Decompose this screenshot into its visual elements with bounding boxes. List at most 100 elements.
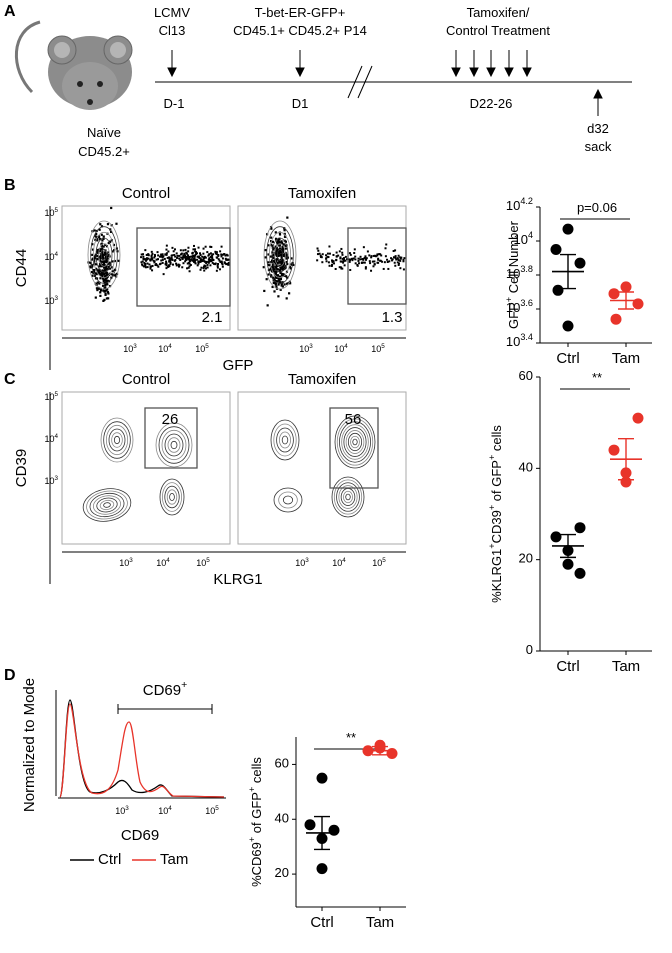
event-dot — [287, 282, 290, 285]
event-dot — [394, 264, 397, 267]
event-dot — [187, 246, 190, 249]
event-dot — [370, 269, 373, 272]
event-dot — [272, 256, 275, 259]
event-dot — [179, 253, 182, 256]
contour — [345, 493, 351, 501]
event-dot — [147, 254, 150, 257]
contour — [164, 485, 180, 509]
contour — [271, 237, 289, 273]
event-dot — [192, 255, 195, 258]
event-dot — [341, 257, 344, 260]
event-dot — [376, 253, 379, 256]
event-dot — [275, 285, 278, 288]
event-dot — [276, 274, 280, 277]
x-tick-label: 105 — [372, 557, 386, 568]
event-dot — [283, 253, 286, 256]
data-point — [550, 531, 562, 543]
event-dot — [153, 253, 156, 256]
event-dot — [267, 244, 270, 247]
event-dot — [395, 258, 398, 261]
event-dot — [98, 236, 101, 239]
event-dot — [319, 255, 322, 258]
event-dot — [102, 273, 106, 276]
event-dot — [343, 258, 346, 261]
event-dot — [285, 257, 288, 260]
event-dot — [271, 244, 274, 247]
event-dot — [278, 237, 281, 241]
event-dot — [402, 268, 405, 271]
event-dot — [224, 254, 227, 257]
event-dot — [279, 288, 282, 291]
event-dot — [91, 265, 94, 268]
event-dot — [212, 253, 215, 256]
contour — [266, 226, 294, 284]
event-dot — [391, 258, 394, 261]
event-dot — [372, 254, 375, 257]
event-dot — [150, 257, 153, 260]
event-dot — [95, 268, 98, 271]
contour — [89, 492, 125, 518]
event-dot — [106, 288, 109, 291]
event-dot — [144, 266, 147, 269]
panel-label: A — [4, 3, 16, 20]
event-dot — [281, 285, 284, 288]
event-dot — [317, 249, 320, 252]
event-dot — [97, 287, 100, 290]
contour — [105, 424, 129, 456]
data-point — [610, 313, 622, 325]
contour — [108, 428, 126, 452]
event-dot — [168, 259, 171, 262]
event-dot — [337, 254, 340, 257]
event-dot — [342, 260, 345, 263]
event-dot — [92, 268, 96, 272]
event-dot — [278, 252, 281, 255]
contour — [111, 432, 123, 448]
event-dot — [147, 253, 150, 256]
event-dot — [166, 256, 169, 259]
event-dot — [188, 255, 191, 258]
x-tick-label: 104 — [332, 557, 346, 568]
event-dot — [272, 248, 275, 251]
event-dot — [208, 257, 211, 260]
event-dot — [282, 247, 285, 251]
event-dot — [190, 255, 193, 258]
event-dot — [384, 255, 387, 258]
y-tick-label: 104 — [44, 433, 58, 444]
event-dot — [199, 253, 202, 256]
event-dot — [108, 267, 112, 270]
event-dot — [207, 261, 210, 264]
event-dot — [143, 265, 146, 268]
event-dot — [169, 257, 172, 260]
data-point — [574, 522, 586, 534]
event-dot — [202, 267, 205, 270]
event-dot — [272, 281, 275, 285]
event-dot — [141, 260, 144, 263]
event-dot — [264, 256, 267, 259]
event-dot — [221, 253, 224, 256]
event-dot — [141, 263, 144, 266]
gate-value: 2.1 — [202, 309, 223, 326]
data-point — [608, 444, 620, 456]
contour — [270, 419, 300, 461]
event-dot — [319, 254, 322, 257]
event-dot — [276, 251, 280, 254]
event-dot — [106, 280, 109, 283]
event-dot — [360, 261, 363, 264]
x-tick-label: 104 — [158, 805, 172, 816]
event-dot — [161, 258, 164, 261]
event-dot — [100, 225, 104, 228]
gate-value: 56 — [345, 411, 362, 428]
data-point — [550, 244, 562, 255]
event-dot — [167, 264, 170, 267]
event-dot — [220, 260, 223, 263]
event-dot — [173, 253, 176, 256]
event-dot — [140, 261, 143, 264]
x-tick-label: Ctrl — [310, 914, 333, 931]
event-dot — [377, 257, 380, 260]
event-dot — [199, 252, 202, 255]
event-dot — [386, 258, 389, 261]
event-dot — [171, 254, 174, 257]
contour — [336, 482, 360, 512]
y-axis-label: Normalized to Mode — [21, 678, 38, 812]
event-dot — [142, 257, 145, 260]
